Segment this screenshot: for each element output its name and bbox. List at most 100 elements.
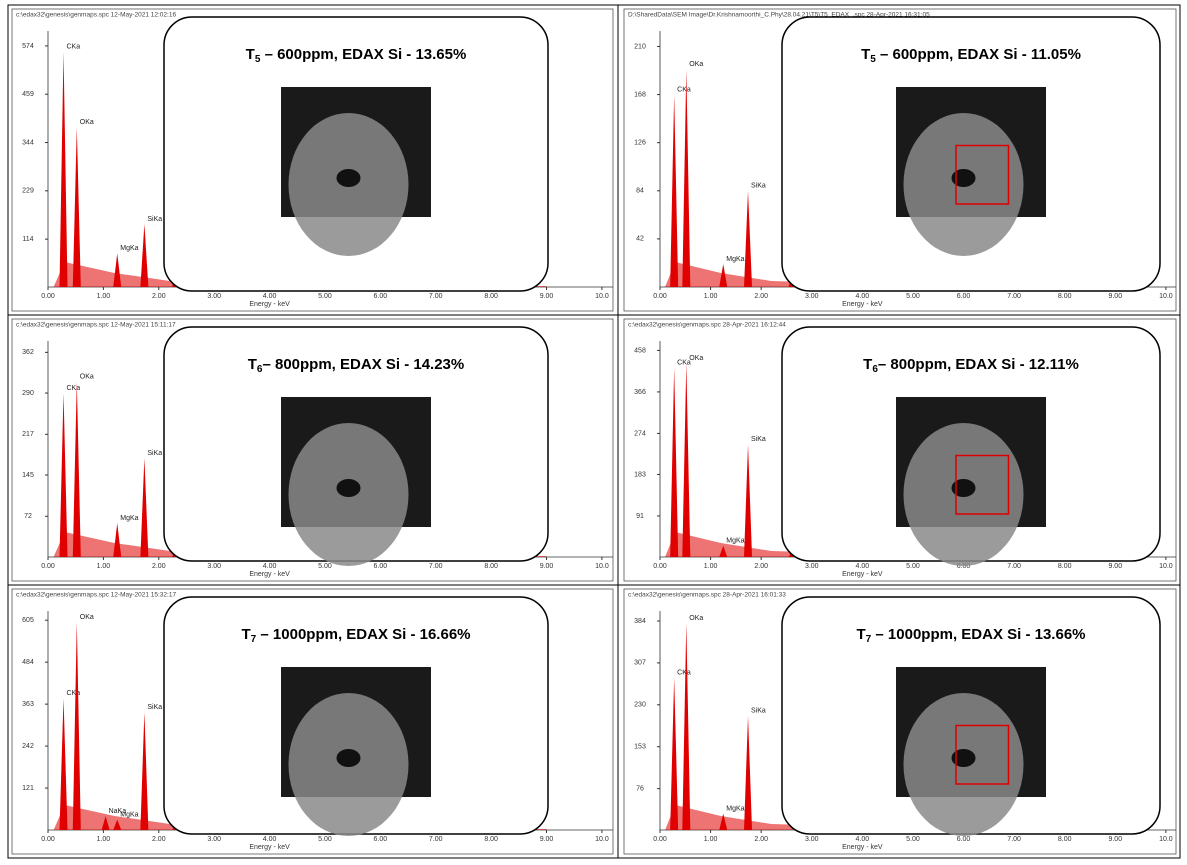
y-tick-label: 363 — [22, 701, 34, 708]
peak-label: OKa — [80, 119, 94, 126]
y-tick-label: 114 — [22, 236, 33, 243]
spectrum-header: c:\edax32\genesis\genmaps.spc 12-May-202… — [16, 322, 176, 329]
peak-label: CKa — [677, 86, 691, 93]
x-tick-label: 5.00 — [318, 293, 332, 300]
spectrum-panel: c:\edax32\genesis\genmaps.spc 12-May-202… — [12, 319, 613, 581]
title-rest: – 800ppm, EDAX Si - 12.11% — [878, 356, 1079, 373]
y-tick-label: 168 — [634, 91, 646, 98]
x-axis-label: Energy - keV — [249, 571, 290, 578]
y-tick-label: 574 — [22, 43, 34, 50]
peak-label: MgKa — [120, 515, 138, 522]
y-tick-label: 605 — [22, 617, 34, 624]
x-tick-label: 4.00 — [263, 836, 277, 843]
x-tick-label: 9.00 — [1108, 563, 1122, 570]
overlay-title: T5 – 600ppm, EDAX Si - 13.65% — [246, 46, 467, 65]
x-tick-label: 2.00 — [754, 836, 768, 843]
peak-label: SiKa — [751, 183, 766, 190]
peak-label: OKa — [689, 615, 703, 622]
x-tick-label: 4.00 — [856, 293, 870, 300]
y-tick-label: 366 — [634, 389, 646, 396]
x-tick-label: 8.00 — [1058, 293, 1072, 300]
x-tick-label: 1.00 — [97, 836, 111, 843]
sem-cavity — [337, 479, 361, 497]
title-rest: – 1000ppm, EDAX Si - 13.66% — [871, 626, 1085, 643]
peak-label: OKa — [689, 355, 703, 362]
x-tick-label: 2.00 — [754, 563, 768, 570]
x-tick-label: 7.00 — [1007, 563, 1021, 570]
x-tick-label: 5.00 — [906, 563, 920, 570]
x-tick-label: 3.00 — [805, 293, 819, 300]
y-tick-label: 145 — [22, 472, 34, 479]
peak-label: CKa — [677, 669, 691, 676]
x-tick-label: 6.00 — [957, 836, 971, 843]
y-tick-label: 274 — [634, 430, 646, 437]
x-tick-label: 10.0 — [1159, 293, 1173, 300]
peak-label: CKa — [67, 44, 81, 51]
sem-cavity — [952, 169, 976, 187]
overlay-title: T6– 800ppm, EDAX Si - 14.23% — [248, 356, 465, 375]
y-tick-label: 290 — [22, 390, 34, 397]
spectrum-header: c:\edax32\genesis\genmaps.spc 28-Apr-202… — [628, 592, 786, 599]
spectrum-panel: c:\edax32\genesis\genmaps.spc 28-Apr-202… — [624, 319, 1176, 581]
spectrum-peak — [682, 69, 690, 287]
x-tick-label: 5.00 — [906, 293, 920, 300]
title-prefix: T — [246, 46, 255, 63]
title-rest: – 600ppm, EDAX Si - 11.05% — [876, 46, 1081, 63]
x-tick-label: 7.00 — [429, 293, 443, 300]
spectrum-peak — [60, 698, 68, 830]
x-axis-label: Energy - keV — [249, 301, 290, 308]
spectrum-peak — [113, 253, 121, 287]
x-tick-label: 8.00 — [484, 293, 498, 300]
spectrum-peak — [670, 368, 678, 557]
y-tick-label: 121 — [22, 785, 34, 792]
title-rest: – 800ppm, EDAX Si - 14.23% — [262, 356, 464, 373]
x-tick-label: 1.00 — [704, 563, 718, 570]
title-rest: – 600ppm, EDAX Si - 13.65% — [260, 46, 466, 63]
peak-label: MgKa — [726, 806, 744, 813]
peak-label: CKa — [67, 385, 81, 392]
y-tick-label: 91 — [636, 513, 644, 520]
x-tick-label: 8.00 — [1058, 563, 1072, 570]
spectrum-peak — [140, 712, 148, 830]
y-tick-label: 458 — [634, 347, 646, 354]
y-tick-label: 76 — [636, 785, 644, 792]
x-tick-label: 10.0 — [595, 563, 609, 570]
x-tick-label: 7.00 — [429, 836, 443, 843]
title-prefix: T — [248, 356, 257, 373]
overlay-title: T5 – 600ppm, EDAX Si - 11.05% — [861, 46, 1081, 65]
title-prefix: T — [857, 626, 866, 643]
x-tick-label: 3.00 — [805, 836, 819, 843]
x-tick-label: 0.00 — [41, 563, 55, 570]
x-axis-label: Energy - keV — [842, 571, 883, 578]
x-tick-label: 9.00 — [540, 293, 554, 300]
x-tick-label: 8.00 — [484, 563, 498, 570]
y-tick-label: 344 — [22, 139, 34, 146]
y-tick-label: 210 — [634, 43, 646, 50]
sem-cavity — [337, 169, 361, 187]
spectrum-panel: D:\SharedData\SEM Image\Dr.Krishnamoorth… — [624, 9, 1176, 311]
x-tick-label: 3.00 — [207, 836, 221, 843]
peak-label: MgKa — [726, 256, 744, 263]
x-tick-label: 10.0 — [595, 293, 609, 300]
y-tick-label: 230 — [634, 702, 646, 709]
x-tick-label: 6.00 — [374, 293, 388, 300]
y-tick-label: 183 — [634, 471, 646, 478]
x-tick-label: 7.00 — [1007, 836, 1021, 843]
x-tick-label: 8.00 — [1058, 836, 1072, 843]
y-tick-label: 459 — [22, 91, 34, 98]
x-tick-label: 1.00 — [704, 836, 718, 843]
peak-label: MgKa — [726, 538, 744, 545]
spectrum-panel: c:\edax32\genesis\genmaps.spc 28-Apr-202… — [624, 589, 1176, 854]
title-rest: – 1000ppm, EDAX Si - 16.66% — [256, 626, 470, 643]
x-tick-label: 10.0 — [1159, 836, 1173, 843]
spectrum-peak — [682, 623, 690, 830]
x-tick-label: 4.00 — [856, 836, 870, 843]
x-tick-label: 3.00 — [207, 563, 221, 570]
y-tick-label: 153 — [634, 744, 646, 751]
x-tick-label: 2.00 — [152, 563, 166, 570]
spectrum-peak — [73, 622, 81, 830]
spectrum-peak — [60, 393, 68, 557]
x-tick-label: 0.00 — [41, 836, 55, 843]
peak-label: SiKa — [147, 704, 162, 711]
x-tick-label: 10.0 — [595, 836, 609, 843]
